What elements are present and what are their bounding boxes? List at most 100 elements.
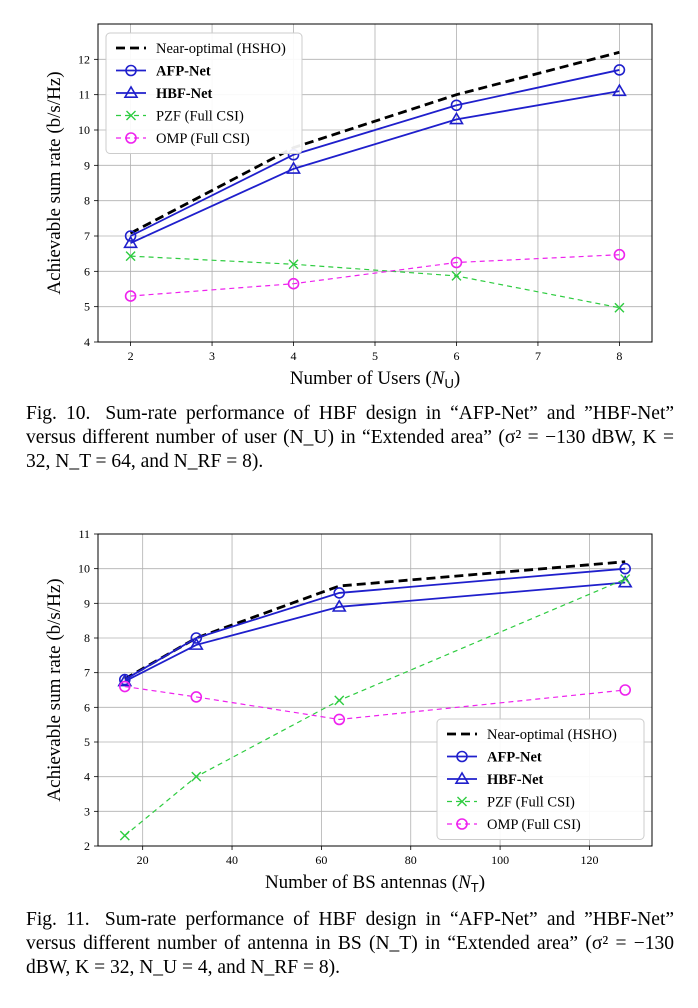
series-near-optimal-hsho-	[124, 560, 626, 681]
data-point	[125, 251, 136, 262]
y-tick-label: 9	[84, 158, 90, 172]
legend-entry: PZF (Full CSI)	[156, 109, 244, 125]
series-line	[124, 578, 626, 837]
y-tick-label: 10	[78, 562, 90, 576]
y-tick-label: 2	[84, 839, 90, 853]
y-tick-label: 4	[84, 770, 90, 784]
data-point	[619, 562, 631, 575]
y-tick-label: 3	[84, 804, 90, 818]
legend-entry: AFP-Net	[487, 750, 542, 766]
y-tick-label: 4	[84, 335, 90, 349]
legend-marker	[457, 796, 467, 807]
y-tick-label: 10	[78, 123, 90, 137]
data-point	[123, 235, 138, 249]
x-tick-label: 5	[372, 349, 378, 363]
y-tick-label: 7	[84, 229, 90, 243]
y-tick-label: 12	[78, 52, 90, 66]
data-point	[620, 574, 631, 585]
legend	[105, 32, 303, 154]
legend-entry: Near-optimal (HSHO)	[156, 41, 286, 57]
x-tick-label: 120	[580, 853, 598, 867]
data-point	[614, 302, 625, 313]
data-point	[287, 277, 300, 290]
plot-frame	[97, 533, 653, 847]
y-tick-label: 8	[84, 194, 90, 208]
data-point	[191, 771, 202, 782]
data-point	[617, 574, 633, 588]
legend-marker	[454, 771, 470, 785]
data-point	[619, 684, 631, 696]
data-point	[450, 99, 463, 112]
y-tick-label: 11	[78, 88, 90, 102]
series-near-optimal-hsho-	[129, 50, 620, 235]
y-tick-label: 9	[84, 596, 90, 610]
data-point	[613, 64, 626, 76]
series-line	[124, 581, 626, 683]
x-axis-label: Number of BS antennas (NT)	[265, 872, 485, 895]
legend-marker	[456, 818, 468, 830]
chart-fig10: 2 3 4 5 6 7 8 4 5 6 7 8 9 10 11 12 Number of Users (NU) A…	[44, 23, 653, 391]
y-axis-label: Achievable sum rate (b/s/Hz)	[44, 578, 65, 801]
legend-marker	[125, 64, 137, 77]
series-hbf-net	[117, 574, 633, 687]
x-tick-label: 2	[128, 349, 134, 363]
x-tick-label: 40	[226, 853, 238, 867]
series-pzf-full-csi-	[119, 574, 631, 841]
series-line	[130, 254, 620, 297]
legend-entry: PZF (Full CSI)	[487, 795, 575, 811]
y-tick-label: 8	[84, 631, 90, 645]
legend-entry: OMP (Full CSI)	[487, 817, 581, 833]
legend-entry: Near-optimal (HSHO)	[487, 727, 617, 743]
data-point	[119, 680, 131, 693]
data-point	[451, 270, 462, 281]
x-tick-label: 60	[315, 853, 327, 867]
data-point	[117, 673, 133, 687]
series-line	[124, 685, 626, 721]
data-point	[331, 599, 347, 612]
caption-text: Sum-rate performance of HBF design in “A…	[26, 909, 675, 978]
caption-label: Fig. 11.	[26, 909, 90, 930]
series-pzf-full-csi-	[125, 251, 625, 313]
series-line	[124, 560, 626, 681]
plot-frame	[97, 23, 653, 343]
data-point	[286, 161, 301, 174]
series-line	[124, 567, 626, 681]
legend	[436, 718, 645, 840]
x-tick-label: 4	[291, 349, 297, 363]
y-tick-label: 5	[84, 735, 90, 749]
series-omp-full-csi-	[124, 248, 626, 302]
data-point	[333, 713, 346, 726]
series-line	[130, 90, 620, 244]
data-point	[612, 83, 627, 97]
x-tick-label: 7	[535, 349, 541, 363]
series-afp-net	[124, 64, 626, 242]
data-point	[333, 587, 346, 599]
y-tick-label: 7	[84, 666, 90, 680]
legend-entry: HBF-Net	[156, 86, 213, 102]
data-point	[124, 230, 137, 242]
legend-marker	[123, 85, 139, 98]
data-point	[449, 111, 464, 125]
data-point	[450, 256, 463, 269]
x-tick-label: 80	[405, 853, 417, 867]
series-line	[130, 69, 620, 237]
data-point	[288, 259, 299, 270]
data-point	[124, 290, 137, 302]
y-tick-label: 6	[84, 264, 90, 278]
series-line	[129, 50, 620, 235]
y-tick-label: 5	[84, 300, 90, 314]
data-point	[188, 637, 204, 650]
data-point	[613, 248, 626, 261]
x-tick-label: 6	[453, 349, 459, 363]
data-point	[119, 830, 130, 841]
y-tick-label: 11	[78, 527, 90, 541]
series-line	[130, 255, 620, 309]
x-tick-label: 20	[137, 853, 149, 867]
legend-entry: OMP (Full CSI)	[156, 131, 250, 147]
x-tick-label: 8	[616, 349, 622, 363]
y-tick-label: 6	[84, 700, 90, 714]
x-axis-label: Number of Users (NU)	[290, 368, 460, 391]
legend-marker	[125, 132, 137, 144]
series-omp-full-csi-	[119, 680, 631, 726]
data-point	[190, 691, 203, 703]
